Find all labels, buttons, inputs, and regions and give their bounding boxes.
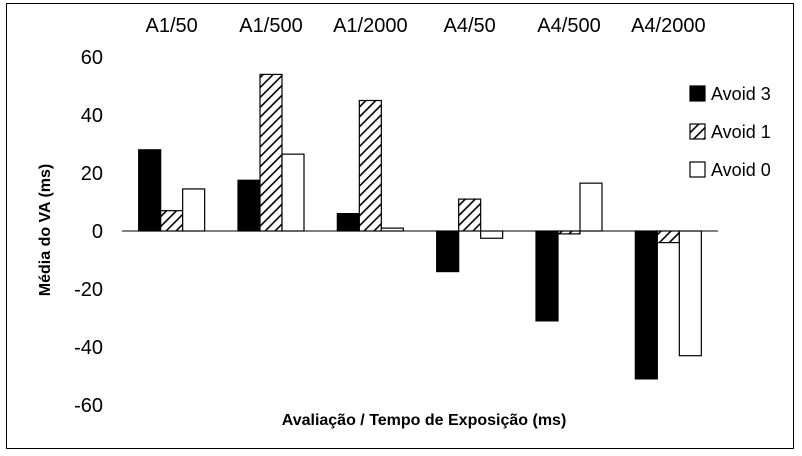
bar [678, 230, 702, 357]
bar [579, 182, 603, 232]
bar [336, 213, 360, 232]
category-label: A1/500 [239, 15, 302, 37]
y-tick-label: 20 [81, 163, 103, 185]
y-tick-label: 0 [92, 221, 103, 243]
chart-frame [6, 3, 794, 449]
category-label: A1/2000 [333, 15, 408, 37]
y-axis-title: Média do VA (ms) [37, 164, 54, 296]
y-tick-label: -40 [74, 337, 103, 359]
category-label: A4/500 [537, 15, 600, 37]
legend-swatch [689, 85, 706, 102]
bar [358, 99, 382, 232]
category-label: A4/2000 [631, 15, 706, 37]
bar [259, 73, 283, 232]
bar [237, 179, 261, 232]
y-tick-label: -20 [74, 279, 103, 301]
legend-swatch [689, 123, 706, 140]
legend-label: Avoid 1 [711, 122, 771, 142]
legend: Avoid 3 Avoid 1 Avoid 0 [689, 84, 771, 180]
bar [656, 230, 680, 244]
bar [480, 230, 504, 239]
legend-swatch [689, 161, 706, 178]
bar [182, 188, 206, 232]
bar [160, 210, 184, 232]
legend-label: Avoid 3 [711, 84, 771, 104]
y-tick-label: -60 [74, 395, 103, 417]
bar [458, 198, 482, 232]
y-axis: 60 40 20 0 -20 -40 -60 [74, 47, 103, 417]
bar [281, 153, 305, 232]
category-label: A1/50 [146, 15, 198, 37]
bar [535, 230, 559, 322]
y-tick-label: 40 [81, 105, 103, 127]
x-axis-title: Avaliação / Tempo de Exposição (ms) [282, 412, 567, 429]
category-labels: A1/50 A1/500 A1/2000 A4/50 A4/500 A4/2000 [146, 15, 706, 37]
bar [634, 230, 658, 380]
bars [138, 73, 702, 380]
legend-label: Avoid 0 [711, 160, 771, 180]
bar [436, 230, 460, 273]
y-tick-label: 60 [81, 47, 103, 69]
category-label: A4/50 [444, 15, 496, 37]
bar [138, 149, 162, 232]
